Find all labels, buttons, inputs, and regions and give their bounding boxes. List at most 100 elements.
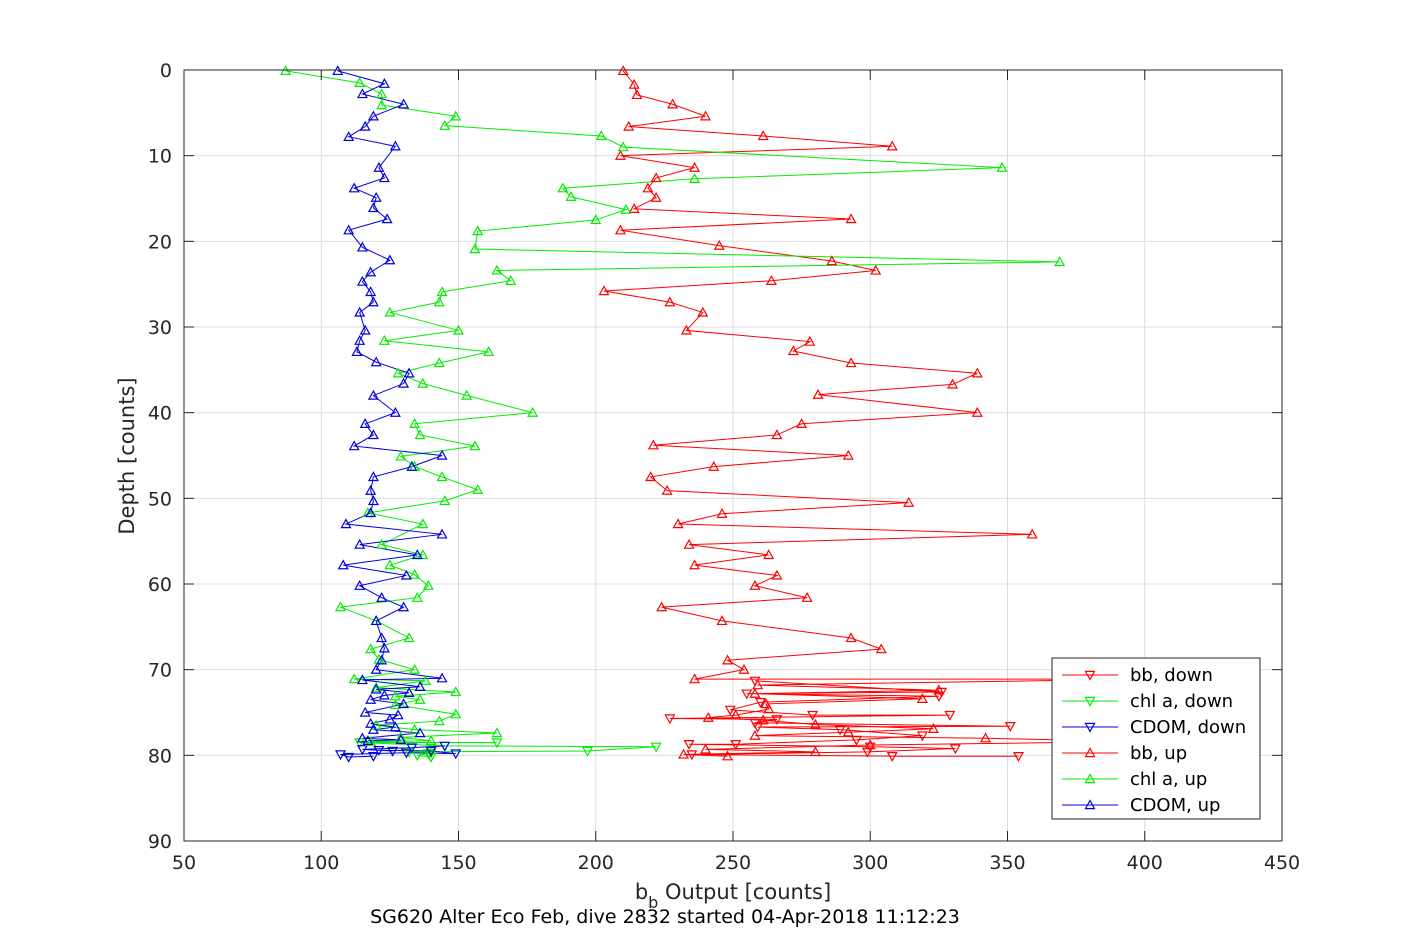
data-point-bb-up: [697, 306, 709, 317]
data-point-cdom-up: [392, 709, 404, 720]
data-point-bb-down: [864, 742, 876, 753]
data-point-bb-up: [683, 538, 695, 549]
data-point-chl-a-up: [557, 182, 569, 193]
data-point-cdom-up: [384, 254, 396, 265]
x-axis-label: bb Output [counts]: [635, 880, 831, 912]
data-point-cdom-up: [356, 275, 368, 286]
data-point-chl-a-up: [373, 653, 385, 664]
data-point-cdom-up: [362, 735, 374, 745]
data-point-chl-a-up: [392, 367, 404, 378]
y-tick-label: 40: [148, 403, 172, 425]
data-point-bb-up: [628, 78, 640, 89]
data-point-bb-up: [927, 723, 939, 733]
data-point-cdom-up: [436, 449, 448, 460]
data-point-bb-up: [716, 615, 728, 626]
data-point-cdom-up: [373, 161, 385, 172]
data-point-chl-a-up: [595, 130, 607, 141]
data-point-bb-up: [842, 449, 854, 460]
data-point-bb-up: [809, 718, 821, 729]
data-point-cdom-up: [365, 286, 377, 297]
data-point-chl-a-up: [436, 471, 448, 482]
data-point-cdom-up: [389, 406, 401, 417]
data-point-bb-up: [809, 746, 821, 757]
data-point-bb-up: [875, 643, 887, 654]
data-point-chl-a-down: [491, 738, 503, 749]
data-point-cdom-up: [436, 672, 448, 683]
data-point-cdom-up: [367, 110, 379, 121]
data-point-cdom-up: [403, 367, 415, 378]
data-point-bb-up: [842, 726, 854, 737]
data-point-cdom-up: [356, 88, 368, 99]
data-point-chl-a-up: [472, 225, 484, 236]
data-point-chl-a-up: [505, 275, 517, 285]
data-point-cdom-up: [370, 615, 382, 626]
data-point-cdom-up: [398, 601, 410, 612]
data-point-chl-a-up: [439, 495, 451, 506]
data-point-cdom-up: [356, 732, 368, 743]
data-point-cdom-up: [403, 687, 415, 697]
x-tick-label: 450: [1264, 852, 1300, 874]
y-tick-label: 20: [148, 231, 172, 253]
data-point-cdom-up: [365, 266, 377, 277]
data-point-bb-up: [672, 518, 684, 529]
data-point-bb-up: [664, 296, 676, 307]
data-point-cdom-down: [367, 751, 379, 762]
data-point-bb-down: [834, 725, 846, 736]
y-axis-label: Depth [counts]: [115, 377, 139, 534]
data-point-cdom-up: [365, 507, 377, 518]
legend-box: [1051, 657, 1261, 820]
series-markers: [280, 65, 1151, 763]
data-point-chl-a-up: [417, 518, 429, 529]
data-point-cdom-up: [367, 296, 379, 307]
data-point-cdom-up: [356, 674, 368, 685]
data-point-chl-a-up: [376, 88, 388, 99]
legend-entry-cdom-down: CDOM, down: [1130, 717, 1246, 738]
data-point-bb-down: [851, 735, 863, 746]
data-point-chl-a-up: [491, 264, 503, 275]
data-point-bb-up: [845, 357, 857, 368]
data-point-cdom-up: [370, 356, 382, 367]
data-point-bb-up: [667, 98, 679, 109]
data-point-bb-down: [741, 689, 753, 700]
data-point-bb-up: [650, 191, 662, 202]
data-point-bb-up: [864, 739, 876, 750]
data-point-cdom-down: [334, 750, 346, 761]
x-tick-label: 50: [172, 852, 196, 874]
data-point-bb-down: [754, 698, 766, 708]
data-point-bb-up: [721, 750, 734, 761]
data-point-cdom-up: [354, 538, 366, 549]
data-point-chl-a-down: [650, 742, 662, 753]
data-point-cdom-up: [367, 429, 379, 440]
y-tick-label: 60: [148, 574, 172, 596]
data-point-chl-a-up: [1054, 256, 1066, 267]
legend-swatch-marker: [1084, 799, 1096, 810]
data-point-chl-a-up: [348, 673, 360, 684]
data-point-cdom-down: [343, 752, 355, 763]
data-point-cdom-down: [425, 746, 437, 757]
data-point-chl-a-up: [450, 708, 462, 719]
legend-swatch-marker: [1084, 670, 1096, 681]
series-line-chl-a-down: [359, 741, 657, 758]
chart-title: SG620 Alter Eco Feb, dive 2832 started 0…: [370, 906, 960, 928]
data-point-cdom-up: [356, 241, 368, 252]
data-point-cdom-up: [411, 549, 423, 560]
data-point-cdom-up: [367, 471, 379, 482]
data-point-bb-up: [721, 654, 734, 665]
data-point-bb-up: [642, 182, 654, 193]
data-point-cdom-up: [354, 306, 366, 317]
data-point-cdom-up: [378, 689, 390, 700]
data-point-chl-a-up: [433, 357, 445, 368]
series-line-chl-a-up: [285, 70, 1060, 743]
data-point-cdom-up: [376, 632, 388, 643]
data-point-chl-a-up: [996, 161, 1008, 172]
data-point-chl-a-up: [469, 243, 481, 254]
data-point-bb-up: [826, 255, 838, 266]
data-point-bb-up: [614, 224, 626, 235]
data-point-bb-up: [947, 378, 959, 389]
data-point-cdom-up: [395, 734, 407, 745]
data-point-bb-up: [749, 687, 761, 698]
data-point-bb-down: [949, 744, 961, 755]
data-point-bb-up: [971, 367, 983, 378]
data-point-bb-up: [749, 579, 761, 590]
